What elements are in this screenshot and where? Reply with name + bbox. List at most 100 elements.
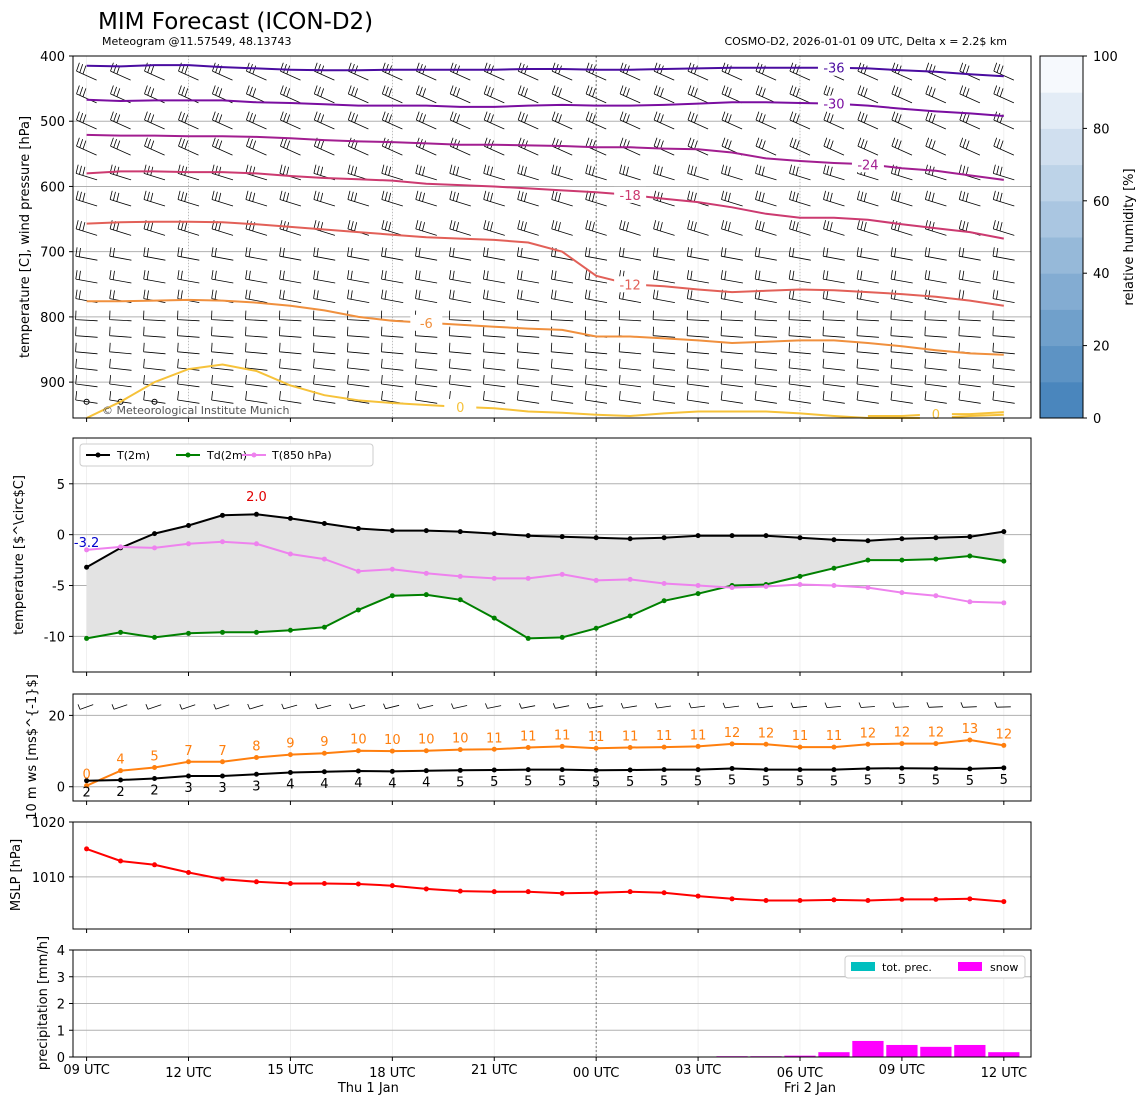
temp-series-point-1-21 — [797, 573, 803, 579]
temp-series-point-2-4 — [219, 539, 225, 545]
wind-barb-4-10 — [415, 164, 437, 181]
wind-barb-15-6 — [279, 391, 302, 404]
wind-barb-10-0 — [75, 310, 98, 322]
wind-series-point-0-2 — [152, 764, 158, 770]
wind-barb-2-8 — [347, 111, 369, 130]
gust-value-label-6: 9 — [286, 737, 294, 752]
wind-barb-5-9 — [381, 190, 403, 207]
wind-barb-10-3 — [177, 310, 200, 322]
isotherm-label-bg-5 — [410, 314, 443, 331]
temp-series-point-2-3 — [186, 541, 192, 547]
wind-barb-13-8 — [347, 358, 370, 371]
wind-series-point-0-23 — [865, 741, 871, 747]
temp-series-point-1-14 — [559, 634, 565, 640]
wind-barb-10-27 — [992, 310, 1015, 322]
wind-series-point-0-20 — [763, 741, 769, 747]
wind-series-point-0-7 — [321, 750, 327, 756]
temp-series-point-1-23 — [865, 557, 871, 563]
mslp-point-5 — [253, 879, 259, 885]
panel-wind-10m-y-ticks: 0 20 — [48, 709, 73, 796]
wind-barb-9-7 — [313, 289, 336, 303]
gust-value-label-24: 12 — [894, 726, 911, 741]
wind-barb-5-10 — [415, 190, 437, 207]
temp-series-point-2-19 — [729, 585, 735, 591]
isotherm-label-4: -12 — [620, 278, 641, 293]
wind-barb-10-5 — [245, 310, 268, 322]
wind-barb-14-22 — [822, 375, 845, 388]
mslp-point-16 — [627, 889, 633, 895]
temp-series-point-1-1 — [118, 629, 124, 635]
wind-barb-4-4 — [211, 164, 234, 181]
temp-series-point-1-6 — [287, 627, 293, 633]
surface-wind-barb-8 — [349, 703, 366, 710]
wind-barb-7-1 — [109, 247, 132, 261]
wind-barb-14-17 — [652, 375, 676, 388]
wind-barb-1-0 — [76, 85, 97, 104]
wind-barb-11-5 — [245, 326, 268, 338]
wind-barb-0-5 — [246, 62, 267, 81]
temp-series-point-0-18 — [695, 533, 701, 539]
wind-barb-8-13 — [517, 270, 540, 284]
wind-barb-11-21 — [788, 326, 812, 338]
surface-wind-barb-7 — [315, 703, 332, 710]
mean-wind-value-label-24: 5 — [898, 773, 906, 788]
wind-barb-10-6 — [279, 310, 302, 322]
wind-barb-2-15 — [585, 111, 607, 130]
temp-series-point-2-27 — [1001, 600, 1007, 606]
isotherm-line-6 — [86, 363, 1004, 419]
temp-series-point-0-9 — [389, 528, 395, 534]
wind-barb-13-12 — [482, 358, 506, 371]
colorbar-tick-label-2: 40 — [1093, 267, 1110, 282]
legend-precipitation-box — [844, 955, 1026, 979]
wind-barb-10-12 — [482, 310, 506, 322]
wind-barb-9-21 — [788, 289, 811, 303]
wind-series-point-1-13 — [525, 767, 531, 773]
time-tick-label-7: 06 UTC — [777, 1066, 823, 1081]
mean-wind-value-label-15: 5 — [592, 775, 600, 790]
wind-barb-15-27 — [992, 391, 1015, 404]
wind-barb-9-11 — [449, 289, 472, 303]
wind-barb-1-5 — [246, 85, 267, 104]
wind-barb-12-13 — [516, 342, 540, 355]
wind-series-point-0-26 — [967, 737, 973, 743]
wind-barb-14-1 — [109, 375, 132, 388]
surface-wind-barb-4 — [213, 703, 230, 710]
wind-barb-0-0 — [76, 62, 97, 81]
wind-barb-12-3 — [177, 342, 200, 355]
wind-barb-0-17 — [653, 62, 675, 81]
wind-barb-11-17 — [652, 326, 676, 338]
wind-barb-0-3 — [178, 62, 199, 81]
gust-value-label-12: 11 — [486, 731, 503, 746]
wind-barb-10-13 — [516, 310, 540, 322]
panel-wind-10m-lines — [84, 737, 1007, 789]
wind-barb-2-12 — [483, 111, 505, 130]
mslp-point-1 — [118, 858, 124, 864]
wind-barb-15-21 — [788, 391, 811, 404]
wind-barb-14-2 — [143, 375, 166, 388]
panel-mslp-x-ticks — [86, 929, 1005, 933]
temp-series-point-1-26 — [967, 553, 973, 559]
wind-barb-11-9 — [381, 326, 404, 338]
wind-barb-12-25 — [924, 342, 947, 355]
time-tick-label-6: 03 UTC — [675, 1063, 721, 1078]
legend-label-t2m: T(2m) — [116, 449, 150, 462]
temp-series-point-1-3 — [186, 630, 192, 636]
wind-barb-4-14 — [551, 164, 573, 181]
mslp-point-17 — [661, 890, 667, 896]
p1-ytick-label-1: 500 — [40, 115, 65, 130]
temp-series-point-2-26 — [967, 599, 973, 605]
isotherm-label-2: -24 — [857, 158, 878, 173]
surface-wind-barb-9 — [383, 703, 400, 710]
gust-value-label-18: 11 — [690, 728, 707, 743]
time-tick-label-3: 18 UTC — [369, 1066, 415, 1081]
temp-series-point-0-11 — [457, 529, 463, 535]
wind-barb-14-24 — [890, 375, 913, 388]
wind-series-point-0-3 — [186, 759, 192, 765]
panel-upper-air-background — [73, 56, 1031, 418]
wind-barb-13-16 — [618, 358, 642, 371]
wind-barb-0-13 — [517, 62, 539, 81]
panel-upper-air-x-ticks — [86, 418, 1005, 422]
wind-series-point-1-17 — [661, 767, 667, 773]
temp-series-point-2-21 — [797, 582, 803, 588]
wind-barb-10-15 — [584, 310, 608, 322]
